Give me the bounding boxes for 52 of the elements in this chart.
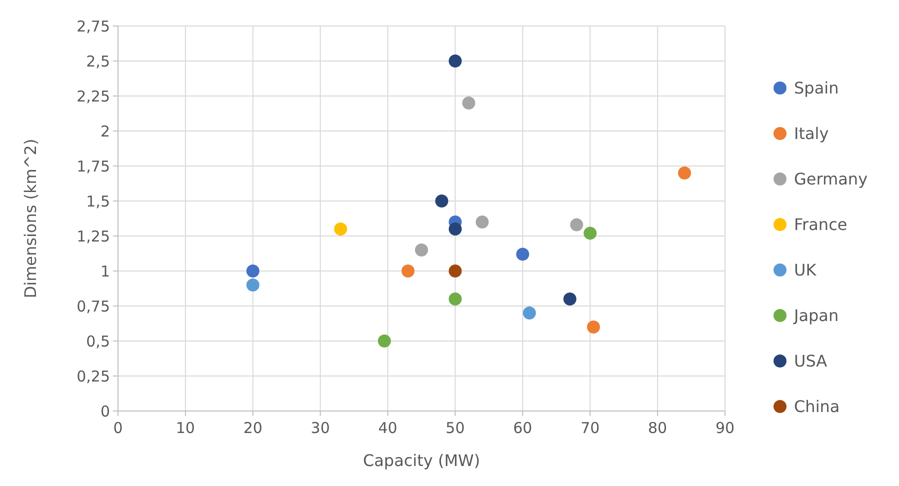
point <box>448 54 462 68</box>
legend-label: France <box>794 215 848 234</box>
point <box>334 222 348 236</box>
y-tick-label: 0,25 <box>76 367 110 386</box>
y-tick-label: 1,75 <box>76 157 110 176</box>
legend-label: UK <box>794 260 817 280</box>
point <box>435 194 448 208</box>
point <box>448 222 462 236</box>
legend-label: Spain <box>794 78 839 98</box>
x-tick-label: 60 <box>513 419 532 437</box>
point <box>678 166 692 180</box>
point <box>246 264 260 278</box>
point <box>516 248 530 261</box>
y-tick-label: 0,75 <box>76 297 110 316</box>
point <box>476 216 489 228</box>
x-tick-label: 0 <box>113 419 123 437</box>
y-tick-label: 0 <box>100 402 110 420</box>
point <box>246 278 260 292</box>
legend-label: USA <box>794 352 828 371</box>
y-tick-label: 0,5 <box>86 332 110 350</box>
point <box>586 320 600 334</box>
point <box>563 292 576 306</box>
x-tick-label: 10 <box>176 419 195 437</box>
legend-label: Italy <box>794 124 829 144</box>
x-tick-label: 50 <box>446 419 465 437</box>
y-axis-title: Dimensions (km^2) <box>21 138 40 298</box>
y-tick-label: 2 <box>100 122 110 140</box>
point <box>402 264 415 278</box>
legend-label: Germany <box>794 170 868 189</box>
point <box>584 226 597 240</box>
point <box>378 334 391 348</box>
x-tick-label: 30 <box>310 419 330 437</box>
y-tick-label: 1 <box>100 262 110 280</box>
point <box>448 264 462 278</box>
y-tick-label: 1,25 <box>76 227 110 246</box>
point <box>462 96 476 110</box>
y-tick-label: 1,5 <box>86 192 110 210</box>
y-tick-label: 2,75 <box>76 17 110 36</box>
x-tick-label: 40 <box>378 419 398 437</box>
legend-label: Japan <box>793 306 839 326</box>
point <box>570 218 584 232</box>
x-axis-title: Capacity (MW) <box>362 451 480 470</box>
point <box>415 244 428 256</box>
x-tick-label: 80 <box>648 419 668 437</box>
y-tick-label: 2,5 <box>86 52 110 70</box>
x-tick-label: 90 <box>715 419 735 437</box>
y-tick-label: 2,25 <box>76 87 110 106</box>
x-tick-label: 20 <box>243 419 262 437</box>
point <box>522 306 536 320</box>
legend-label: China <box>794 397 840 416</box>
x-tick-label: 70 <box>580 419 600 437</box>
point <box>448 292 462 306</box>
